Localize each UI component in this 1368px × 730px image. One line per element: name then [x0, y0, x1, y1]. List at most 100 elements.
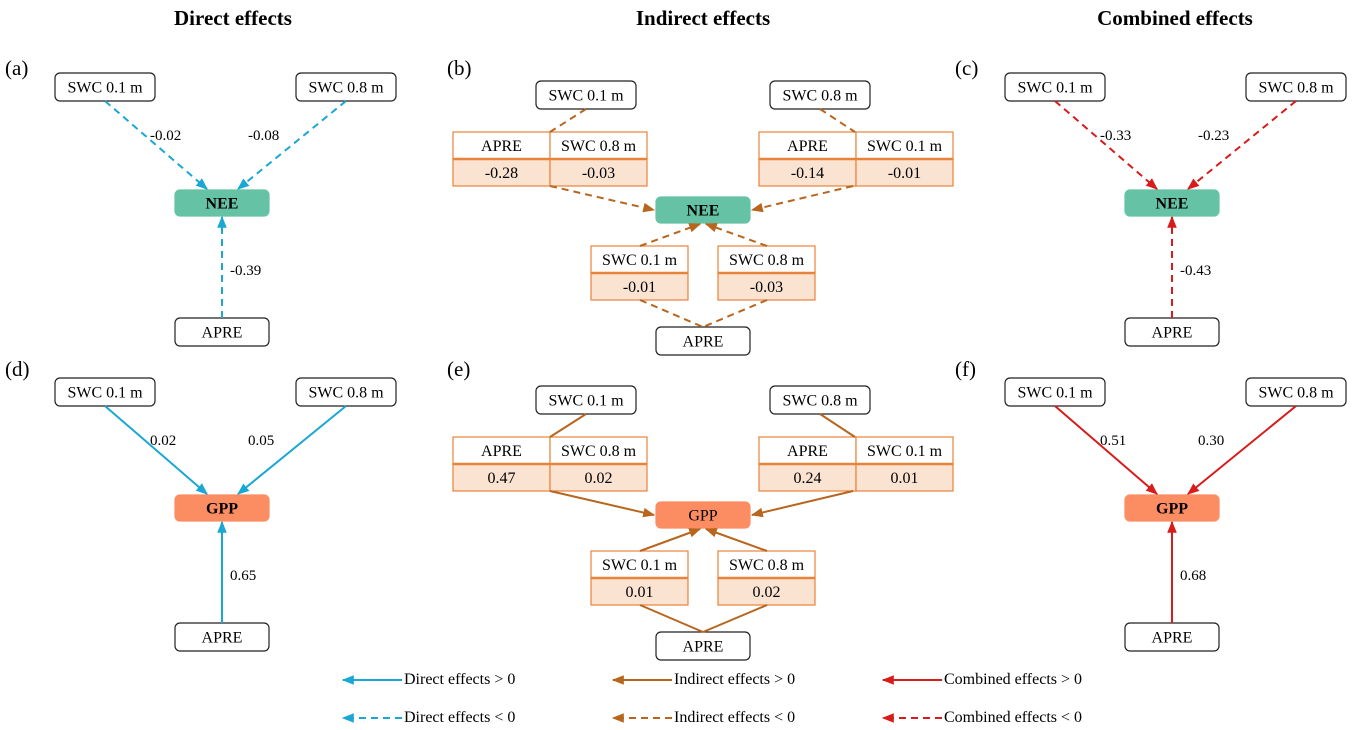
legend-label: Combined effects < 0 [944, 709, 1083, 726]
panel-f-node-apre: APRE [1124, 622, 1220, 652]
panel-e-table-left-value: 0.47 [488, 470, 516, 487]
panel-e-edge-right-target [750, 490, 854, 518]
panel-f-coef-swc01: 0.51 [1100, 433, 1126, 449]
legend-label: Indirect effects < 0 [674, 709, 796, 726]
panel-a-node-swc01-label: SWC 0.1 m [67, 80, 143, 97]
panel-c-coef-swc08: -0.23 [1198, 128, 1229, 144]
panel-b-edge-apre-right [702, 299, 768, 328]
panel-d-edge-swc01 [104, 405, 208, 495]
panel-d-node-swc01: SWC 0.1 m [54, 377, 156, 407]
panel-label-f: (f) [955, 357, 976, 381]
panel-f-node-apre-label: APRE [1152, 630, 1193, 647]
panel-b-table-right-header: APRE [787, 138, 828, 155]
panel-b-node-target: NEE [655, 196, 751, 224]
panel-a-node-swc08-label: SWC 0.8 m [308, 80, 384, 97]
panel-a-node-target-label: NEE [206, 196, 239, 213]
panel-label-b: (b) [447, 56, 472, 80]
panel-f-coef-swc08: 0.30 [1198, 433, 1224, 449]
legend-line-icon [341, 675, 402, 685]
panel-d-coef-swc08: 0.05 [248, 433, 274, 449]
panel-c-coef-swc01: -0.33 [1100, 128, 1131, 144]
panel-label-e: (e) [447, 357, 471, 381]
column-title-indirect: Indirect effects [635, 6, 771, 30]
panel-a-coef-swc08: -0.08 [248, 128, 279, 144]
panel-b-node-target-label: NEE [687, 203, 720, 220]
panel-b-table-bottom-right-header: SWC 0.8 m [729, 252, 805, 269]
legend-label: Indirect effects > 0 [674, 671, 796, 688]
panel-e-edge-left-target [549, 490, 656, 518]
panel-b-edge-right-source [819, 108, 856, 133]
legend-line-icon [881, 675, 942, 685]
panel-b-table-left-value: -0.28 [485, 165, 518, 182]
panel-a-edge-swc08 [237, 100, 347, 190]
legend-item-direct-positive: Direct effects > 0 [340, 671, 515, 689]
legend-line-icon [881, 713, 942, 723]
panel-e-table-bottom-left: SWC 0.1 m 0.01 [590, 550, 689, 606]
panel-f-node-swc01: SWC 0.1 m [1004, 377, 1106, 407]
panel-c-node-target-label: NEE [1156, 196, 1189, 213]
panel-a-coef-apre: -0.39 [230, 263, 261, 279]
panel-b-table-bottom-right: SWC 0.8 m -0.03 [717, 245, 816, 301]
panel-e-node-left-source-label: SWC 0.1 m [548, 393, 624, 410]
panel-e-table-left-value: 0.02 [585, 470, 613, 487]
panel-e-node-bottom-source-label: APRE [683, 639, 724, 656]
legend-item-combined-negative: Combined effects < 0 [880, 709, 1082, 727]
panel-c-node-swc01-label: SWC 0.1 m [1017, 80, 1093, 97]
panel-e-node-target: GPP [655, 501, 751, 529]
panel-c-node-apre-label: APRE [1152, 325, 1193, 342]
panel-e-edge-apre-left [639, 604, 704, 633]
panel-b-edge-bottom-right-target [704, 223, 768, 247]
panel-f-edge-swc08 [1187, 405, 1297, 495]
panel-b-table-left-header: APRE [481, 138, 522, 155]
legend-label: Direct effects > 0 [404, 671, 516, 688]
panel-e-node-bottom-source: APRE [655, 631, 751, 661]
panel-label-d: (d) [5, 357, 30, 381]
legend-line-icon [611, 713, 672, 723]
panel-a-node-swc08: SWC 0.8 m [295, 72, 397, 102]
panel-c-edge-swc01 [1054, 100, 1158, 190]
panel-b-table-left-header: SWC 0.8 m [561, 138, 637, 155]
panel-e-edge-bottom-right-target [704, 528, 768, 552]
panel-b-table-right-value: -0.01 [888, 165, 921, 182]
panel-f-coef-apre: 0.68 [1180, 568, 1206, 584]
panel-d-node-apre-label: APRE [202, 630, 243, 647]
panel-a-coef-swc01: -0.02 [150, 128, 181, 144]
panel-d-coef-swc01: 0.02 [150, 433, 176, 449]
panel-e-table-right-value: 0.01 [891, 470, 919, 487]
panel-b-table-bottom-left-value: -0.01 [623, 279, 656, 296]
panel-b-table-right: APRE -0.14 SWC 0.1 m -0.01 [758, 131, 954, 187]
panel-f-node-target: GPP [1124, 494, 1220, 522]
panel-b-node-bottom-source-label: APRE [683, 334, 724, 351]
panel-f-edge-swc01 [1054, 405, 1158, 495]
column-title-direct: Direct effects [174, 6, 292, 30]
panel-d-node-target: GPP [174, 494, 270, 522]
panel-e-table-right: APRE 0.24 SWC 0.1 m 0.01 [758, 436, 954, 492]
panel-b-table-right-header: SWC 0.1 m [867, 138, 943, 155]
panel-c-coef-apre: -0.43 [1180, 263, 1211, 279]
panel-c-node-swc01: SWC 0.1 m [1004, 72, 1106, 102]
panel-e-table-bottom-right: SWC 0.8 m 0.02 [717, 550, 816, 606]
panel-e-edge-bottom-left-target [639, 528, 702, 552]
panel-e-table-right-header: APRE [787, 443, 828, 460]
panel-b-edge-bottom-left-target [639, 223, 702, 247]
panel-e-node-left-source: SWC 0.1 m [535, 385, 637, 415]
panel-e-node-target-label: GPP [688, 508, 717, 525]
panel-e-table-bottom-left-value: 0.01 [626, 584, 654, 601]
panel-b-edge-left-target [549, 185, 656, 213]
legend-item-combined-positive: Combined effects > 0 [880, 671, 1082, 689]
panel-d-node-target-label: GPP [206, 501, 238, 518]
panel-a-node-apre-label: APRE [202, 325, 243, 342]
panel-b-table-bottom-right-value: -0.03 [750, 279, 783, 296]
panel-f-node-swc01-label: SWC 0.1 m [1017, 385, 1093, 402]
panel-a-edge-swc01 [104, 100, 208, 190]
panel-c-node-target: NEE [1124, 189, 1220, 217]
panel-d-node-swc08-label: SWC 0.8 m [308, 385, 384, 402]
panel-e-table-bottom-right-header: SWC 0.8 m [729, 557, 805, 574]
panel-e-edge-apre-right [702, 604, 768, 633]
panel-f-node-swc08-label: SWC 0.8 m [1258, 385, 1334, 402]
legend-item-indirect-negative: Indirect effects < 0 [610, 709, 795, 727]
panel-d-coef-apre: 0.65 [230, 568, 256, 584]
legend-item-direct-negative: Direct effects < 0 [340, 709, 515, 727]
panel-a-node-apre: APRE [174, 317, 270, 347]
